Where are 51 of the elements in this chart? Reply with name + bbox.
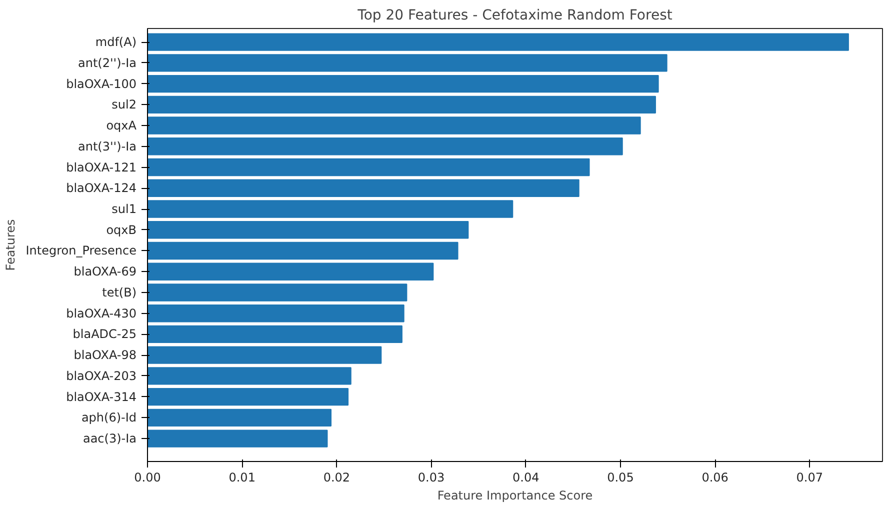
bar <box>148 430 328 448</box>
y-tick-label: oqxB <box>106 222 137 237</box>
x-tick-label: 0.00 <box>134 470 161 484</box>
bar <box>148 179 580 197</box>
y-tick-label: sul2 <box>112 98 136 112</box>
y-tick-label: mdf(A) <box>95 35 137 50</box>
x-axis-title: Feature Importance Score <box>437 488 593 502</box>
bar <box>148 33 849 51</box>
bar <box>148 54 668 72</box>
y-tick-label: blaOXA-124 <box>66 181 137 196</box>
y-tick-label: sul1 <box>112 202 136 216</box>
y-tick-label: blaOXA-69 <box>74 264 136 279</box>
x-tick-label: 0.05 <box>607 470 634 484</box>
bar <box>148 262 434 280</box>
x-tick-label: 0.02 <box>323 470 350 484</box>
y-tick-label: tet(B) <box>102 285 136 300</box>
bar <box>148 304 404 322</box>
bar <box>148 221 469 239</box>
x-tick-label: 0.03 <box>418 470 445 484</box>
y-tick-label: blaOXA-314 <box>66 390 137 404</box>
y-tick-label: oqxA <box>106 118 138 133</box>
bar <box>148 96 656 114</box>
bar <box>148 284 408 302</box>
x-tick-label: 0.01 <box>228 470 256 484</box>
x-tick-label: 0.04 <box>512 470 540 484</box>
y-tick-label: ant(2'')-Ia <box>78 56 136 70</box>
bar <box>148 74 659 93</box>
y-tick-label: blaOXA-100 <box>66 76 137 91</box>
y-axis-title: Features <box>4 219 18 271</box>
bar <box>148 325 402 344</box>
y-tick-label: aph(6)-Id <box>81 410 136 425</box>
chart-title: Top 20 Features - Cefotaxime Random Forest <box>356 8 673 24</box>
bar <box>148 367 352 385</box>
bar <box>148 408 332 427</box>
y-tick-label: aac(3)-Ia <box>82 432 137 446</box>
y-tick-label: blaOXA-430 <box>66 306 137 320</box>
bar <box>148 158 590 176</box>
y-tick-label: blaOXA-203 <box>66 368 137 383</box>
bar <box>148 200 514 218</box>
y-tick-label: blaOXA-98 <box>74 348 136 362</box>
bar <box>148 242 458 260</box>
bar <box>148 388 349 406</box>
bar <box>148 346 382 364</box>
y-tick-label: Integron_Presence <box>26 244 136 258</box>
y-tick-label: blaOXA-121 <box>66 160 137 174</box>
x-tick-label: 0.07 <box>796 470 824 484</box>
x-tick-label: 0.06 <box>702 470 728 484</box>
bar <box>148 138 623 156</box>
y-tick-label: ant(3'')-Ia <box>78 139 136 154</box>
bar <box>148 116 641 134</box>
y-tick-label: blaADC-25 <box>72 327 136 342</box>
